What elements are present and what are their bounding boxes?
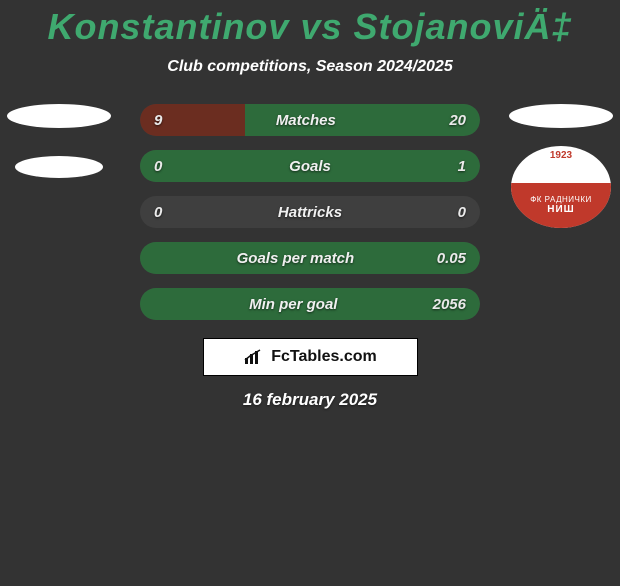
- club-badge-year: 1923: [550, 150, 572, 161]
- stat-value-right: 1: [458, 158, 466, 175]
- page-title: Konstantinov vs StojanoviÄ‡: [0, 6, 620, 48]
- stat-value-left: 0: [154, 204, 162, 221]
- stat-value-right: 20: [449, 112, 466, 129]
- club-placeholder-left: [15, 156, 103, 178]
- club-badge-line1: ФК РАДНИЧКИ: [530, 195, 592, 204]
- stat-value-right: 2056: [433, 296, 466, 313]
- stat-value-left: 0: [154, 158, 162, 175]
- stat-row: Min per goal 2056: [140, 288, 480, 320]
- club-badge-right: 1923 ФК РАДНИЧКИ НИШ: [511, 146, 611, 228]
- club-badge-line2: НИШ: [547, 204, 574, 215]
- stat-bars: 9 Matches 20 0 Goals 1 0 Hattricks 0 Goals per ma…: [140, 104, 480, 320]
- stat-row: 0 Goals 1: [140, 150, 480, 182]
- date-text: 16 february 2025: [0, 390, 620, 410]
- stat-label: Min per goal: [249, 296, 337, 313]
- stat-label: Matches: [276, 112, 336, 129]
- stat-row: Goals per match 0.05: [140, 242, 480, 274]
- subtitle: Club competitions, Season 2024/2025: [0, 58, 620, 76]
- brand-text: FcTables.com: [271, 348, 377, 366]
- player-placeholder-right: [509, 104, 613, 128]
- club-badge-lower: ФК РАДНИЧКИ НИШ: [511, 183, 611, 228]
- stat-row: 9 Matches 20: [140, 104, 480, 136]
- player-placeholder-left: [7, 104, 111, 128]
- stat-value-right: 0: [458, 204, 466, 221]
- right-badge-column: 1923 ФК РАДНИЧКИ НИШ: [506, 104, 616, 228]
- stat-value-left: 9: [154, 112, 162, 129]
- stat-label: Goals: [289, 158, 331, 175]
- stat-label: Hattricks: [278, 204, 342, 221]
- stat-row: 0 Hattricks 0: [140, 196, 480, 228]
- chart-icon: [243, 348, 265, 366]
- left-badge-column: [4, 104, 114, 178]
- brand-badge: FcTables.com: [203, 338, 418, 376]
- stat-label: Goals per match: [237, 250, 355, 267]
- stat-value-right: 0.05: [437, 250, 466, 267]
- comparison-content: 1923 ФК РАДНИЧКИ НИШ 9 Matches 20 0 Goals 1 0 H…: [0, 104, 620, 320]
